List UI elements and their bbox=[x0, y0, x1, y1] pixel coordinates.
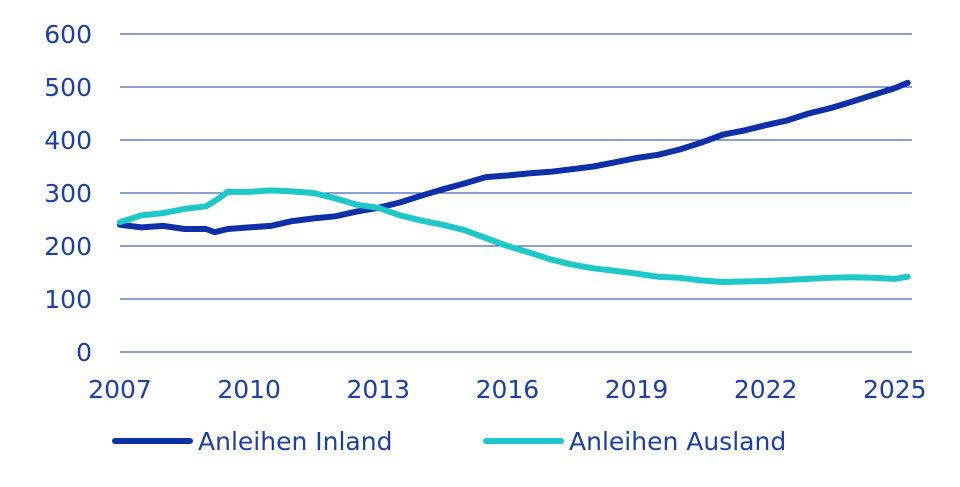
x-tick-label: 2019 bbox=[605, 375, 669, 404]
y-tick-label: 100 bbox=[44, 285, 92, 314]
series-line-anleihen-ausland bbox=[117, 187, 911, 285]
legend: Anleihen Inland Anleihen Ausland bbox=[112, 427, 786, 456]
y-tick-label: 400 bbox=[44, 126, 92, 155]
y-tick-label: 200 bbox=[44, 232, 92, 261]
series-lines bbox=[117, 79, 911, 285]
y-tick-label: 500 bbox=[44, 73, 92, 102]
legend-label-anleihen-ausland: Anleihen Ausland bbox=[569, 427, 786, 456]
x-tick-label: 2007 bbox=[88, 375, 152, 404]
x-tick-label: 2022 bbox=[734, 375, 798, 404]
y-tick-label: 300 bbox=[44, 179, 92, 208]
y-tick-label: 0 bbox=[76, 338, 92, 367]
legend-label-anleihen-inland: Anleihen Inland bbox=[198, 427, 392, 456]
y-tick-label: 600 bbox=[44, 20, 92, 49]
x-axis-ticks: 2007 2010 2013 2016 2019 2022 2025 bbox=[88, 375, 926, 404]
series-line-anleihen-inland bbox=[117, 79, 911, 236]
y-axis-ticks: 0 100 200 300 400 500 600 bbox=[44, 20, 92, 367]
x-tick-label: 2016 bbox=[476, 375, 540, 404]
x-tick-label: 2010 bbox=[217, 375, 281, 404]
x-tick-label: 2025 bbox=[863, 375, 927, 404]
x-tick-label: 2013 bbox=[346, 375, 410, 404]
